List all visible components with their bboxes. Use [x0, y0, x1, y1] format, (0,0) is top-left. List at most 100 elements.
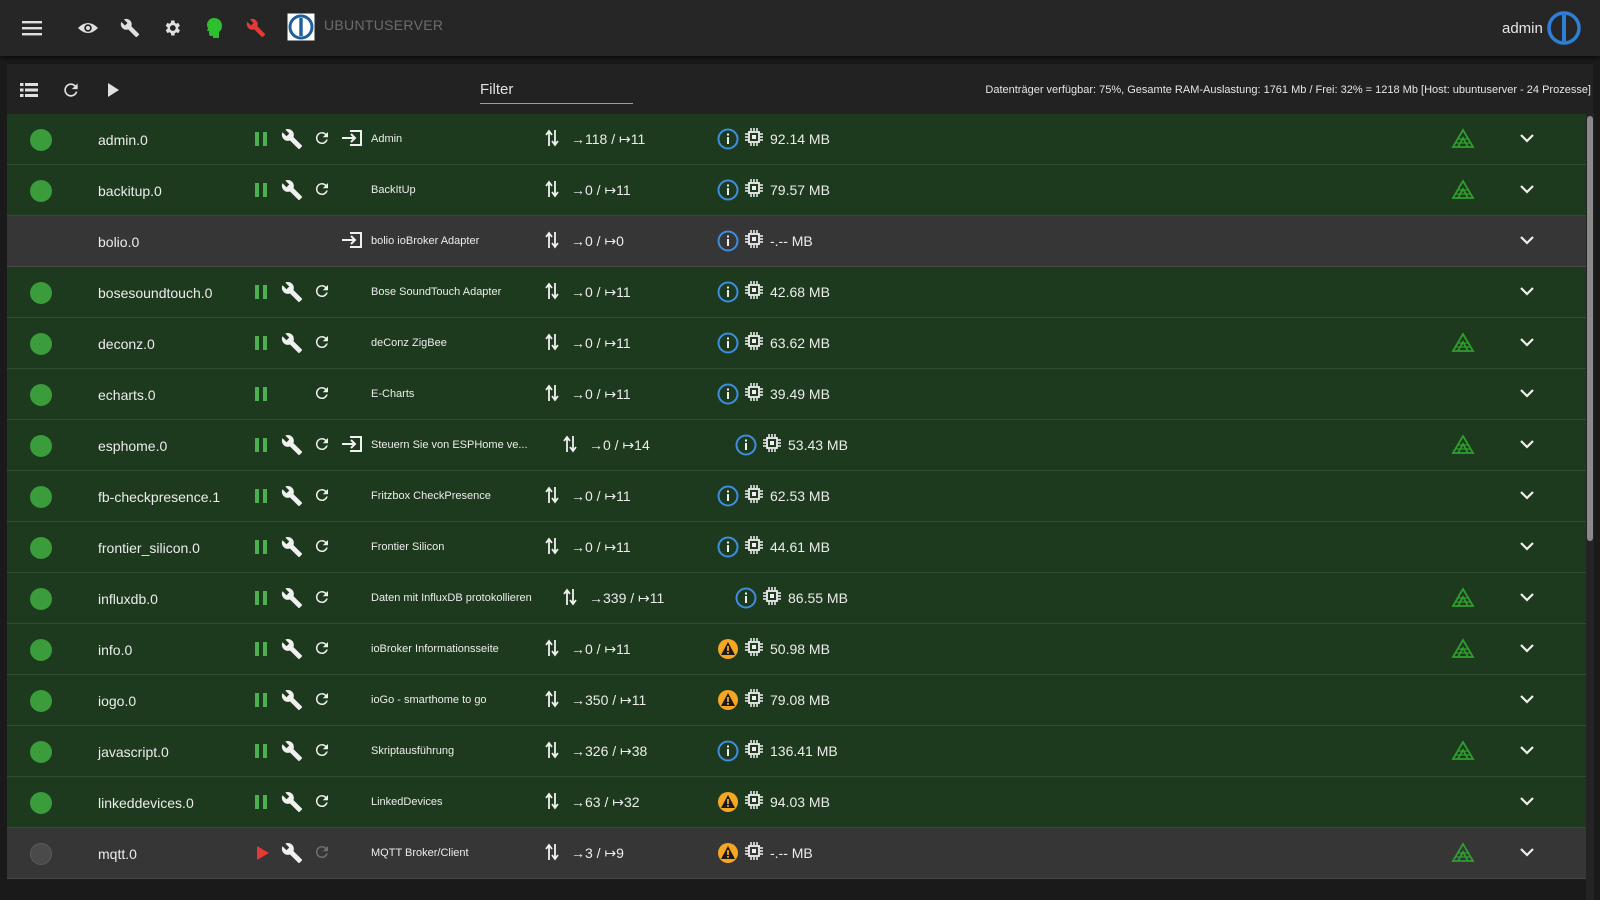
settings-wrench-icon[interactable] [281, 179, 303, 201]
warning-icon[interactable] [717, 689, 739, 711]
user-name[interactable]: admin [1502, 20, 1543, 37]
restart-icon[interactable] [313, 129, 333, 149]
pause-icon[interactable] [255, 744, 269, 760]
chevron-down-icon[interactable] [1519, 640, 1537, 658]
restart-icon[interactable] [313, 486, 333, 506]
restart-icon[interactable] [313, 843, 333, 863]
restart-icon[interactable] [313, 333, 333, 353]
info-icon[interactable] [717, 128, 739, 150]
restart-icon[interactable] [313, 741, 333, 761]
instance-row[interactable]: bolio.0 bolio ioBroker Adapter →0 / ↦0 -.--… [7, 216, 1586, 267]
play-icon[interactable] [101, 78, 125, 102]
chevron-down-icon[interactable] [1519, 181, 1537, 199]
user-avatar-icon[interactable] [1545, 9, 1583, 47]
instance-row[interactable]: info.0 ioBroker Informationsseite →0 / ↦11… [7, 624, 1586, 675]
open-link-icon[interactable] [341, 435, 363, 455]
info-icon[interactable] [717, 740, 739, 762]
instance-row[interactable]: deconz.0 deConz ZigBee →0 / ↦11 63.62 MB [7, 318, 1586, 369]
instance-row[interactable]: influxdb.0 Daten mit InfluxDB protokollie… [7, 573, 1586, 624]
restart-icon[interactable] [313, 384, 333, 404]
restart-icon[interactable] [313, 588, 333, 608]
pause-icon[interactable] [255, 489, 269, 505]
instance-row[interactable]: linkeddevices.0 LinkedDevices →63 / ↦32 94.… [7, 777, 1586, 828]
info-icon[interactable] [735, 587, 757, 609]
restart-icon[interactable] [313, 792, 333, 812]
pause-icon[interactable] [255, 591, 269, 607]
instance-row[interactable]: echarts.0 E-Charts →0 / ↦11 39.49 MB [7, 369, 1586, 420]
pause-icon[interactable] [255, 438, 269, 454]
pause-icon[interactable] [255, 183, 269, 199]
warning-icon[interactable] [717, 791, 739, 813]
settings-wrench-icon[interactable] [281, 281, 303, 303]
expert-head-icon[interactable] [200, 14, 228, 42]
settings-wrench-icon[interactable] [281, 332, 303, 354]
chevron-down-icon[interactable] [1519, 487, 1537, 505]
start-icon[interactable] [257, 846, 271, 862]
filter-field[interactable] [480, 76, 633, 104]
pause-icon[interactable] [255, 132, 269, 148]
info-icon[interactable] [717, 230, 739, 252]
instance-row[interactable]: backitup.0 BackItUp →0 / ↦11 79.57 MB [7, 165, 1586, 216]
red-wrench-icon[interactable] [242, 14, 270, 42]
list-view-icon[interactable] [17, 78, 41, 102]
restart-icon[interactable] [313, 435, 333, 455]
settings-wrench-icon[interactable] [281, 689, 303, 711]
restart-icon[interactable] [313, 639, 333, 659]
chevron-down-icon[interactable] [1519, 538, 1537, 556]
instance-row[interactable]: esphome.0 Steuern Sie von ESPHome ve... →0… [7, 420, 1586, 471]
settings-wrench-icon[interactable] [281, 536, 303, 558]
chevron-down-icon[interactable] [1519, 334, 1537, 352]
instance-row[interactable]: frontier_silicon.0 Frontier Silicon →0 / ↦… [7, 522, 1586, 573]
scrollbar-thumb[interactable] [1587, 116, 1593, 541]
eye-icon[interactable] [74, 14, 102, 42]
chevron-down-icon[interactable] [1519, 589, 1537, 607]
instance-row[interactable]: bosesoundtouch.0 Bose SoundTouch Adapter →… [7, 267, 1586, 318]
filter-input[interactable] [480, 76, 633, 103]
info-icon[interactable] [717, 485, 739, 507]
restart-icon[interactable] [313, 690, 333, 710]
settings-wrench-icon[interactable] [281, 587, 303, 609]
instance-row[interactable]: mqtt.0 MQTT Broker/Client →3 / ↦9 -.-- MB [7, 828, 1586, 879]
chevron-down-icon[interactable] [1519, 691, 1537, 709]
chevron-down-icon[interactable] [1519, 844, 1537, 862]
warning-icon[interactable] [717, 842, 739, 864]
pause-icon[interactable] [255, 642, 269, 658]
scrollbar[interactable] [1586, 114, 1594, 900]
info-icon[interactable] [735, 434, 757, 456]
settings-wrench-icon[interactable] [281, 434, 303, 456]
chevron-down-icon[interactable] [1519, 793, 1537, 811]
restart-icon[interactable] [313, 180, 333, 200]
info-icon[interactable] [717, 179, 739, 201]
settings-wrench-icon[interactable] [281, 128, 303, 150]
warning-icon[interactable] [717, 638, 739, 660]
restart-icon[interactable] [313, 537, 333, 557]
info-icon[interactable] [717, 332, 739, 354]
info-icon[interactable] [717, 536, 739, 558]
open-link-icon[interactable] [341, 129, 363, 149]
pause-icon[interactable] [255, 285, 269, 301]
menu-icon[interactable] [18, 14, 46, 42]
chevron-down-icon[interactable] [1519, 232, 1537, 250]
chevron-down-icon[interactable] [1519, 385, 1537, 403]
instance-row[interactable]: fb-checkpresence.1 Fritzbox CheckPresence… [7, 471, 1586, 522]
info-icon[interactable] [717, 383, 739, 405]
settings-wrench-icon[interactable] [281, 791, 303, 813]
restart-icon[interactable] [313, 282, 333, 302]
settings-wrench-icon[interactable] [281, 740, 303, 762]
instance-row[interactable]: javascript.0 Skriptausführung →326 / ↦38 13… [7, 726, 1586, 777]
instance-row[interactable]: admin.0 Admin →118 / ↦11 92.14 MB [7, 114, 1586, 165]
info-icon[interactable] [717, 281, 739, 303]
wrench-icon[interactable] [116, 14, 144, 42]
settings-wrench-icon[interactable] [281, 485, 303, 507]
chevron-down-icon[interactable] [1519, 436, 1537, 454]
settings-wrench-icon[interactable] [281, 638, 303, 660]
settings-wrench-icon[interactable] [281, 842, 303, 864]
pause-icon[interactable] [255, 336, 269, 352]
pause-icon[interactable] [255, 795, 269, 811]
refresh-icon[interactable] [59, 78, 83, 102]
gear-icon[interactable] [158, 14, 186, 42]
pause-icon[interactable] [255, 540, 269, 556]
pause-icon[interactable] [255, 693, 269, 709]
chevron-down-icon[interactable] [1519, 130, 1537, 148]
chevron-down-icon[interactable] [1519, 742, 1537, 760]
